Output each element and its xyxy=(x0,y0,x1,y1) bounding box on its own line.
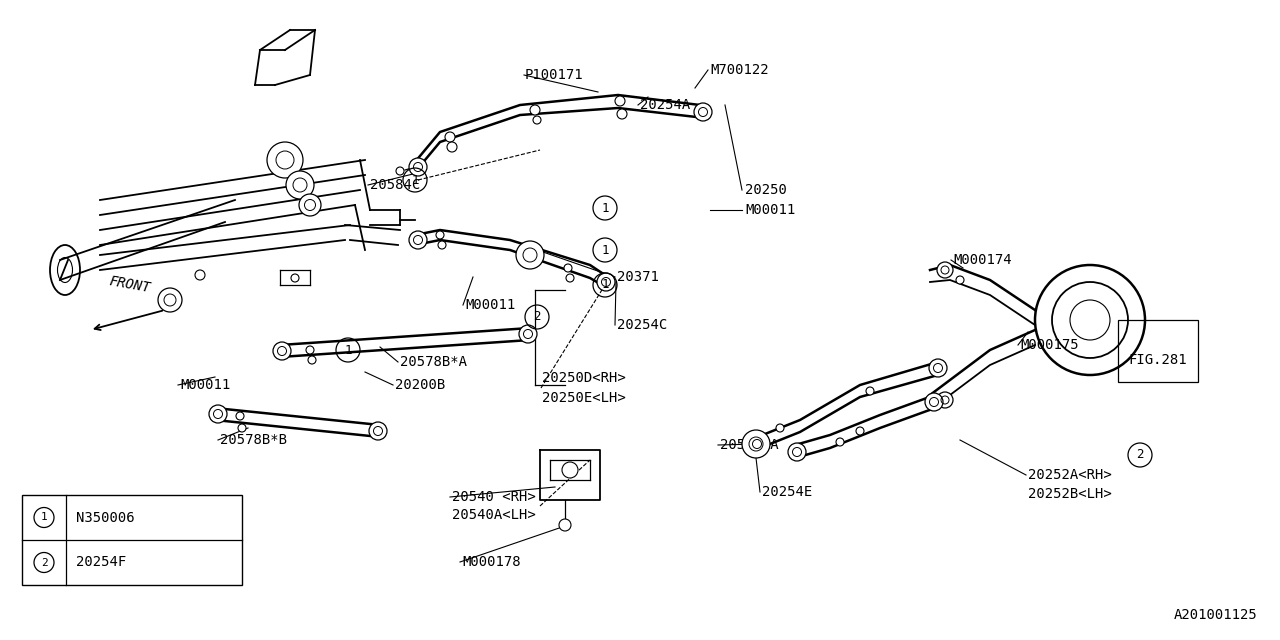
Circle shape xyxy=(236,412,244,420)
Text: A201001125: A201001125 xyxy=(1174,608,1258,622)
Circle shape xyxy=(596,273,614,291)
Text: 1: 1 xyxy=(41,513,47,522)
Text: 20254C: 20254C xyxy=(617,318,667,332)
Circle shape xyxy=(559,519,571,531)
Text: 20254A: 20254A xyxy=(640,98,690,112)
Circle shape xyxy=(445,132,454,142)
Circle shape xyxy=(300,194,321,216)
Circle shape xyxy=(238,424,246,432)
Circle shape xyxy=(268,142,303,178)
Circle shape xyxy=(776,424,783,432)
Circle shape xyxy=(273,342,291,360)
Circle shape xyxy=(836,438,844,446)
Text: N350006: N350006 xyxy=(76,511,134,525)
Circle shape xyxy=(614,96,625,106)
Text: 2: 2 xyxy=(41,557,47,568)
Circle shape xyxy=(518,325,538,343)
Circle shape xyxy=(694,103,712,121)
Circle shape xyxy=(788,443,806,461)
Text: P100171: P100171 xyxy=(525,68,584,82)
Circle shape xyxy=(867,387,874,395)
Circle shape xyxy=(522,247,538,263)
Circle shape xyxy=(566,274,573,282)
Text: 20540 <RH>: 20540 <RH> xyxy=(452,490,536,504)
Text: 20252B<LH>: 20252B<LH> xyxy=(1028,487,1112,501)
Circle shape xyxy=(410,231,428,249)
Text: 20254E: 20254E xyxy=(762,485,813,499)
Bar xyxy=(1117,320,1198,382)
Text: 1: 1 xyxy=(602,243,609,257)
Text: 20252A<RH>: 20252A<RH> xyxy=(1028,468,1112,482)
Circle shape xyxy=(436,231,444,239)
Circle shape xyxy=(748,435,765,453)
Circle shape xyxy=(285,171,314,199)
Text: M000175: M000175 xyxy=(1020,338,1079,352)
Bar xyxy=(22,495,242,585)
Text: 20254F: 20254F xyxy=(76,556,127,570)
Circle shape xyxy=(956,276,964,284)
Text: 20200B: 20200B xyxy=(396,378,445,392)
Text: 2: 2 xyxy=(1137,449,1144,461)
Circle shape xyxy=(742,430,771,458)
Text: 1: 1 xyxy=(411,173,419,186)
Text: 20578B*A: 20578B*A xyxy=(399,355,467,369)
Circle shape xyxy=(937,262,954,278)
Text: 20371: 20371 xyxy=(617,270,659,284)
Text: 20568*A: 20568*A xyxy=(719,438,778,452)
Circle shape xyxy=(929,359,947,377)
Text: 20250D<RH>: 20250D<RH> xyxy=(541,371,626,385)
Circle shape xyxy=(564,264,572,272)
Text: M00011: M00011 xyxy=(745,203,795,217)
Text: 20250E<LH>: 20250E<LH> xyxy=(541,391,626,405)
Text: 2: 2 xyxy=(534,310,540,323)
Circle shape xyxy=(856,427,864,435)
Text: M000174: M000174 xyxy=(954,253,1011,267)
Circle shape xyxy=(447,142,457,152)
Text: 1: 1 xyxy=(602,278,609,291)
Circle shape xyxy=(157,288,182,312)
Text: 20584C: 20584C xyxy=(370,178,420,192)
Text: 20578B*B: 20578B*B xyxy=(220,433,287,447)
Text: M700122: M700122 xyxy=(710,63,768,77)
Text: 20250: 20250 xyxy=(745,183,787,197)
Circle shape xyxy=(937,392,954,408)
Circle shape xyxy=(306,346,314,354)
Circle shape xyxy=(291,274,300,282)
Circle shape xyxy=(925,393,943,411)
Text: 1: 1 xyxy=(344,344,352,356)
Circle shape xyxy=(562,462,579,478)
Circle shape xyxy=(369,422,387,440)
Circle shape xyxy=(530,105,540,115)
Text: FIG.281: FIG.281 xyxy=(1128,353,1187,367)
Text: FRONT: FRONT xyxy=(109,274,152,295)
Circle shape xyxy=(516,241,544,269)
Circle shape xyxy=(209,405,227,423)
Text: M00011: M00011 xyxy=(465,298,516,312)
Text: M00011: M00011 xyxy=(180,378,230,392)
Circle shape xyxy=(308,356,316,364)
Text: M000178: M000178 xyxy=(462,555,521,569)
Circle shape xyxy=(438,241,445,249)
Circle shape xyxy=(195,270,205,280)
Circle shape xyxy=(410,158,428,176)
Circle shape xyxy=(532,116,541,124)
Text: 20540A<LH>: 20540A<LH> xyxy=(452,508,536,522)
Circle shape xyxy=(396,167,404,175)
Text: 1: 1 xyxy=(602,202,609,214)
Circle shape xyxy=(617,109,627,119)
